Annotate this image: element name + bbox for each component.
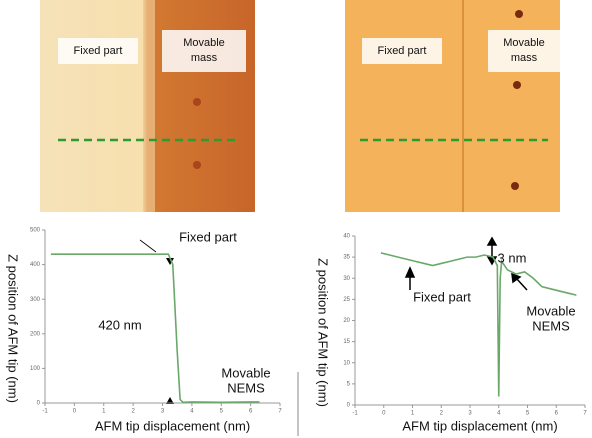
y-tick-label: 35 bbox=[343, 255, 350, 261]
y-tick-label: 300 bbox=[30, 297, 41, 303]
x-tick-label: 3 bbox=[161, 409, 165, 415]
y-tick-label: 10 bbox=[343, 360, 350, 366]
x-tick-label: 1 bbox=[411, 411, 415, 417]
leader bbox=[140, 240, 156, 252]
x-tick-label: 1 bbox=[102, 409, 106, 415]
x-tick-label: 0 bbox=[382, 411, 386, 417]
y-tick-label: 100 bbox=[30, 366, 41, 372]
x-tick-label: 7 bbox=[278, 409, 282, 415]
annotation: 3 nm bbox=[498, 250, 527, 265]
y-tick-label: 0 bbox=[347, 403, 351, 409]
x-tick-label: 6 bbox=[249, 409, 253, 415]
y-tick-label: 500 bbox=[30, 228, 41, 234]
y-tick-label: 5 bbox=[347, 381, 351, 387]
afm-image-right bbox=[345, 0, 560, 212]
x-tick-label: 5 bbox=[220, 409, 224, 415]
y-tick-label: 15 bbox=[343, 339, 350, 345]
x-tick-label: -1 bbox=[42, 409, 48, 415]
x-tick-label: -1 bbox=[352, 411, 358, 417]
annotation: NEMS bbox=[532, 318, 570, 333]
y-tick-label: 30 bbox=[343, 276, 350, 282]
annotation: NEMS bbox=[227, 380, 265, 395]
image-label: Fixed part bbox=[378, 45, 427, 57]
x-tick-label: 2 bbox=[131, 409, 135, 415]
image-label: mass bbox=[511, 52, 538, 64]
x-axis-label: AFM tip displacement (nm) bbox=[95, 418, 250, 433]
annotation: Fixed part bbox=[179, 229, 237, 244]
image-label: Movable bbox=[503, 37, 545, 49]
x-tick-label: 0 bbox=[73, 409, 77, 415]
y-tick-label: 40 bbox=[343, 234, 350, 240]
annotation: Movable bbox=[221, 365, 270, 380]
x-tick-label: 4 bbox=[497, 411, 501, 417]
annotation: 420 nm bbox=[98, 317, 141, 332]
figure: Fixed part Movable mass Fixed part Movable ma… bbox=[0, 0, 592, 438]
x-tick-label: 5 bbox=[526, 411, 530, 417]
x-axis-label: AFM tip displacement (nm) bbox=[402, 418, 557, 433]
annotation: Fixed part bbox=[413, 289, 471, 304]
y-tick-label: 400 bbox=[30, 262, 41, 268]
x-tick-label: 3 bbox=[468, 411, 472, 417]
arrows bbox=[98, 238, 527, 404]
x-tick-label: 7 bbox=[583, 411, 587, 417]
afm-image-left bbox=[40, 0, 255, 212]
y-axis-label: Z position of AFM tip (nm) bbox=[316, 258, 331, 407]
y-axis-label: Z position of AFM tip (nm) bbox=[6, 254, 21, 403]
y-tick-label: 0 bbox=[37, 401, 41, 407]
x-tick-label: 2 bbox=[440, 411, 444, 417]
y-tick-label: 20 bbox=[343, 318, 350, 324]
x-tick-label: 6 bbox=[555, 411, 559, 417]
annotation: Movable bbox=[526, 303, 575, 318]
image-label: mass bbox=[191, 52, 218, 64]
image-label: Movable bbox=[183, 37, 225, 49]
y-tick-label: 25 bbox=[343, 297, 350, 303]
y-tick-label: 200 bbox=[30, 331, 41, 337]
image-label: Fixed part bbox=[74, 45, 123, 57]
x-tick-label: 4 bbox=[190, 409, 194, 415]
